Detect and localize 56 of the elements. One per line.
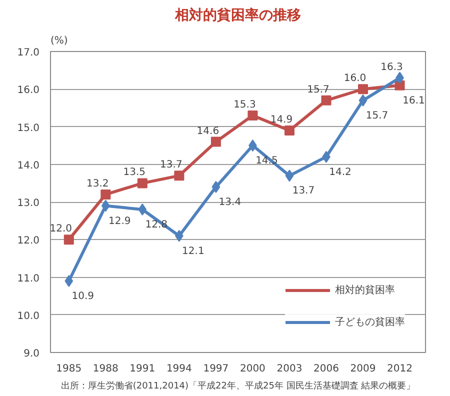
point (138, 204, 147, 216)
y-tick-label: 11.0 (17, 273, 40, 284)
point (210, 136, 221, 147)
point (358, 84, 368, 94)
legend-label: 子どもの貧困率 (335, 316, 405, 329)
data-label: 13.5 (123, 167, 146, 178)
data-label: 13.4 (218, 196, 242, 208)
text: 出所：厚生労働省(2011,2014)「平成22年、平成25年 国民生活基礎調査 結果の概要」 (60, 380, 416, 392)
point (100, 189, 111, 200)
point (284, 126, 294, 136)
y-tick-label: 16.0 (17, 85, 40, 96)
data-label: 14.6 (196, 126, 220, 137)
data-label: 16.3 (380, 62, 403, 73)
point (64, 234, 74, 245)
point (321, 95, 332, 106)
data-label: 15.7 (307, 84, 330, 96)
x-tick-label: 1988 (92, 364, 118, 374)
x-tick-label: 2006 (314, 364, 339, 374)
data-label: 13.7 (160, 160, 182, 171)
y-tick-label: 14.0 (17, 160, 40, 172)
point (137, 178, 148, 188)
data-label: 15.3 (234, 99, 256, 110)
x-tick-label: 2012 (387, 364, 412, 374)
point (248, 110, 258, 120)
x-tick-label: 1985 (56, 364, 82, 374)
legend-label: 相対的貧困率 (335, 284, 395, 297)
point (358, 94, 368, 106)
x-tick-label: 1991 (130, 364, 156, 374)
chart-title: 相対的貧困率の推移 (174, 6, 301, 24)
data-label: 16.1 (402, 95, 425, 106)
data-label: 13.7 (292, 186, 315, 197)
y-tick-label: 17.0 (17, 48, 40, 58)
data-label: 14.2 (329, 166, 352, 178)
x-tick-label: 2000 (240, 364, 266, 374)
y-tick-label: 12.0 (17, 236, 40, 247)
data-label: 12.1 (182, 246, 204, 257)
point (64, 275, 74, 288)
y-tick-label: 9.0 (24, 348, 40, 360)
data-label: 16.0 (344, 73, 366, 84)
y-tick-label: 13.0 (17, 198, 40, 209)
data-label: 10.9 (72, 291, 94, 302)
point (212, 180, 220, 193)
data-label: 14.9 (270, 114, 293, 126)
data-label: 15.7 (366, 110, 388, 122)
x-tick-label: 2003 (276, 364, 302, 374)
y-axis-title: (%) (50, 36, 68, 46)
x-tick-label: 1997 (203, 364, 229, 374)
y-tick-label: 15.0 (17, 122, 40, 134)
x-tick-label: 2009 (350, 364, 376, 374)
point (285, 170, 294, 182)
y-tick-label: 10.0 (17, 310, 40, 322)
point (101, 200, 110, 212)
data-label: 12.9 (108, 216, 131, 227)
data-label: 13.2 (86, 178, 109, 190)
point (174, 170, 184, 181)
x-tick-label: 1994 (166, 364, 192, 374)
